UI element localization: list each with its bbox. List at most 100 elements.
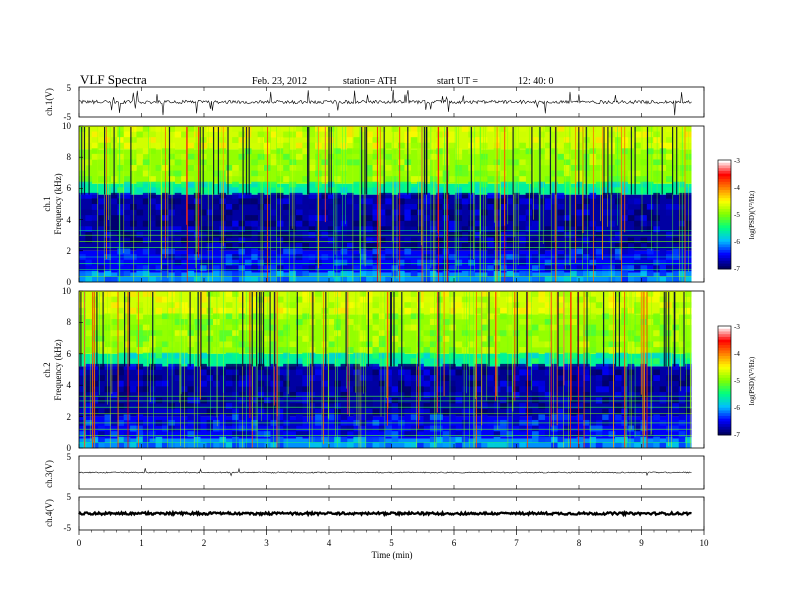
spectrogram-cell bbox=[455, 380, 463, 387]
spectrogram-cell bbox=[117, 142, 124, 149]
ch2-spec-ylabel: Frequency (kHz) bbox=[53, 339, 63, 400]
spectrogram-cell bbox=[353, 226, 361, 233]
spectrogram-cell bbox=[149, 408, 156, 415]
spectrogram-cell bbox=[487, 270, 495, 277]
spectrogram-cell bbox=[295, 369, 303, 376]
spectrogram-cell bbox=[219, 369, 227, 376]
spectrogram-cell bbox=[244, 291, 252, 297]
spectrogram-cell bbox=[544, 148, 552, 155]
spectrogram-cell bbox=[583, 442, 590, 449]
spectrogram-cell bbox=[538, 226, 546, 233]
spectrogram-cell bbox=[391, 302, 399, 309]
spectrogram-cell bbox=[302, 408, 309, 415]
spectrogram-cell bbox=[225, 352, 233, 359]
spectrogram-cell bbox=[149, 215, 156, 222]
colorbar-cell bbox=[718, 249, 731, 254]
spectrogram-cell bbox=[474, 369, 482, 376]
spectrogram-cell bbox=[85, 330, 93, 337]
spectrogram-cell bbox=[283, 347, 290, 353]
spectrogram-cell bbox=[372, 187, 380, 194]
spectrogram-cell bbox=[378, 159, 386, 166]
ch1-waveform-trace bbox=[78, 87, 705, 117]
spectrogram-cell bbox=[225, 231, 233, 238]
spectrogram-cell bbox=[576, 425, 584, 432]
spectrogram-cell bbox=[187, 220, 195, 227]
spectrogram-cell bbox=[366, 291, 373, 297]
spectrogram-cell bbox=[398, 165, 405, 171]
spectrogram-cell bbox=[391, 408, 399, 415]
spectrogram-cell bbox=[551, 187, 558, 194]
spectrogram-cell bbox=[531, 181, 539, 188]
spectrogram-cell bbox=[608, 414, 616, 421]
ch4-wave-ytick-5: 5 bbox=[67, 492, 72, 502]
spectrogram-cell bbox=[289, 347, 297, 353]
spectrogram-cell bbox=[538, 403, 546, 410]
spectrogram-cell bbox=[538, 159, 546, 166]
spectrogram-cell bbox=[653, 131, 660, 138]
spectrogram-cell bbox=[79, 265, 86, 272]
colorbar-cell bbox=[718, 355, 731, 360]
spectrogram-cell bbox=[449, 215, 456, 222]
spectrogram-cell bbox=[174, 192, 182, 199]
spectrogram-cell bbox=[244, 192, 252, 199]
spectrogram-cell bbox=[589, 324, 597, 331]
spectrogram-cell bbox=[340, 391, 348, 398]
spectrogram-cell bbox=[295, 414, 303, 421]
spectrogram-cell bbox=[85, 276, 93, 283]
spectrogram-cell bbox=[276, 276, 284, 283]
spectrogram-cell bbox=[468, 408, 475, 415]
spectrogram-cell bbox=[136, 347, 144, 353]
time-axis-tick-label: 6 bbox=[452, 538, 457, 548]
spectrogram-cell bbox=[85, 226, 93, 233]
spectrogram-cell bbox=[474, 137, 482, 144]
spectrogram-cell bbox=[161, 270, 169, 277]
spectrogram-cell bbox=[174, 170, 182, 177]
spectrogram-cell bbox=[225, 307, 233, 314]
spectrogram-cell bbox=[595, 270, 603, 277]
spectrogram-cell bbox=[672, 425, 680, 432]
spectrogram-cell bbox=[468, 231, 475, 238]
spectrogram-cell bbox=[289, 131, 297, 138]
spectrogram-cell bbox=[659, 165, 667, 171]
spectrogram-cell bbox=[142, 324, 150, 331]
spectrogram-cell bbox=[327, 358, 335, 365]
spectrogram-cell bbox=[283, 363, 290, 370]
spectrogram-cell bbox=[142, 335, 150, 342]
spectrogram-cell bbox=[563, 220, 571, 227]
spectrogram-cell bbox=[308, 142, 316, 149]
spectrogram-cell bbox=[327, 391, 335, 398]
ch2-spec-ytick-2: 2 bbox=[67, 412, 72, 422]
spectrogram-cell bbox=[436, 204, 443, 210]
spectrogram-cell bbox=[404, 204, 412, 210]
spectrogram-cell bbox=[480, 324, 488, 331]
spectrogram-cell bbox=[346, 425, 354, 432]
spectrogram-cell bbox=[449, 226, 456, 233]
spectrogram-cell bbox=[174, 425, 182, 432]
spectrogram-cell bbox=[659, 187, 667, 194]
spectrogram-cell bbox=[340, 324, 348, 331]
spectrogram-cell bbox=[634, 126, 641, 132]
ch2-cbar-tick-neg4: -4 bbox=[734, 350, 740, 358]
spectrogram-cell bbox=[302, 226, 309, 233]
spectrogram-cell bbox=[225, 259, 233, 266]
spectrogram-cell bbox=[212, 270, 220, 277]
spectrogram-cell bbox=[398, 259, 405, 266]
spectrogram-cell bbox=[436, 358, 443, 365]
spectrogram-cell bbox=[500, 425, 507, 432]
spectrogram-cell bbox=[315, 363, 322, 370]
colorbar-cell bbox=[718, 328, 731, 332]
spectrogram-cell bbox=[136, 270, 144, 277]
spectrogram-cell bbox=[244, 363, 252, 370]
spectrogram-cell bbox=[327, 431, 335, 438]
colorbar-cell bbox=[718, 176, 731, 180]
spectrogram-cell bbox=[232, 335, 239, 342]
spectrogram-cell bbox=[244, 276, 252, 283]
spectrogram-cell bbox=[251, 358, 258, 365]
spectrogram-cell bbox=[417, 425, 424, 432]
spectrogram-cell bbox=[302, 324, 309, 331]
spectrogram-cell bbox=[91, 319, 99, 325]
spectrogram-cell bbox=[110, 276, 118, 283]
spectrogram-cell bbox=[531, 204, 539, 210]
spectrogram-cell bbox=[493, 341, 501, 348]
spectrogram-cell bbox=[538, 148, 546, 155]
